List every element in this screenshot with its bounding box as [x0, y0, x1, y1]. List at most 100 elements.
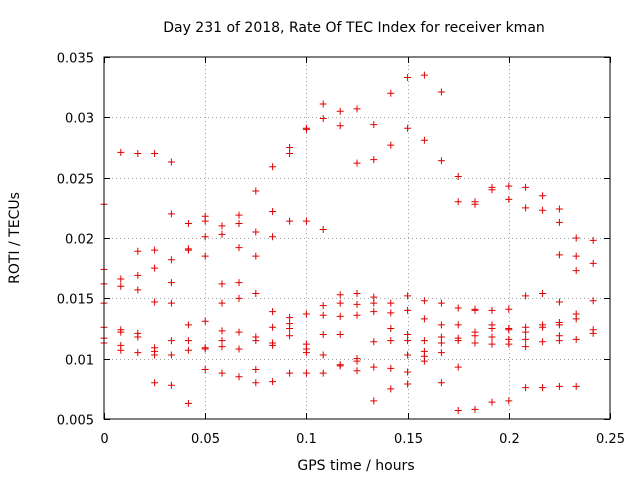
- data-point: [404, 337, 412, 345]
- data-point: [286, 369, 294, 377]
- data-point: [488, 186, 496, 194]
- data-point: [471, 339, 479, 347]
- data-point: [522, 204, 530, 212]
- data-point: [336, 362, 344, 370]
- data-point: [201, 317, 209, 325]
- data-point: [387, 299, 395, 307]
- data-point: [167, 299, 175, 307]
- data-point: [134, 247, 142, 255]
- data-point: [269, 323, 277, 331]
- data-point: [235, 328, 243, 336]
- data-point: [286, 150, 294, 158]
- y-axis-label: ROTI / TECUs: [7, 192, 23, 284]
- data-point: [353, 300, 361, 308]
- data-point: [336, 122, 344, 130]
- data-point: [252, 290, 260, 298]
- data-point: [404, 74, 412, 82]
- data-point: [420, 71, 428, 79]
- data-point: [404, 368, 412, 376]
- data-point: [235, 345, 243, 353]
- data-point: [572, 234, 580, 242]
- data-point: [302, 349, 310, 357]
- data-point: [437, 339, 445, 347]
- data-point: [353, 367, 361, 375]
- data-point: [437, 299, 445, 307]
- data-point: [218, 343, 226, 351]
- data-point: [286, 144, 294, 151]
- data-point: [167, 279, 175, 287]
- data-point: [269, 341, 277, 349]
- data-point: [505, 182, 513, 190]
- y-tick-label: 0.03: [65, 112, 94, 127]
- data-point: [201, 345, 209, 353]
- data-point: [218, 230, 226, 238]
- data-point: [336, 299, 344, 307]
- data-point: [420, 357, 428, 365]
- data-point: [555, 337, 563, 345]
- data-point: [555, 382, 563, 390]
- data-point: [505, 326, 513, 334]
- data-point: [572, 315, 580, 323]
- data-point: [471, 200, 479, 208]
- data-point: [572, 382, 580, 390]
- data-point: [336, 312, 344, 320]
- y-tick-label: 0.025: [57, 173, 94, 188]
- data-point: [454, 363, 462, 371]
- data-point: [539, 290, 547, 298]
- data-point: [269, 163, 277, 171]
- data-point: [437, 333, 445, 341]
- data-point: [286, 332, 294, 340]
- data-point: [589, 329, 597, 337]
- data-point: [420, 297, 428, 305]
- data-point: [437, 88, 445, 96]
- data-point: [471, 306, 479, 314]
- data-point: [336, 331, 344, 339]
- data-point: [370, 308, 378, 316]
- data-point: [184, 346, 192, 354]
- data-point: [522, 335, 530, 343]
- data-point: [437, 321, 445, 329]
- data-point: [353, 357, 361, 365]
- data-point: [522, 183, 530, 191]
- data-point: [387, 385, 395, 393]
- data-point: [404, 331, 412, 339]
- data-point: [539, 338, 547, 346]
- data-point: [555, 251, 563, 259]
- data-point: [404, 124, 412, 132]
- data-point: [151, 264, 159, 272]
- y-tick-label: 0.01: [65, 354, 94, 369]
- data-point: [117, 148, 125, 156]
- data-point: [454, 304, 462, 312]
- data-point: [151, 351, 159, 359]
- data-point: [539, 323, 547, 331]
- data-point: [184, 246, 192, 254]
- data-point: [151, 298, 159, 306]
- chart-title: Day 231 of 2018, Rate Of TEC Index for r…: [163, 20, 545, 36]
- data-point: [522, 328, 530, 336]
- plot-frame: [103, 56, 611, 420]
- data-point: [555, 205, 563, 213]
- x-tick-label: 0.2: [499, 432, 520, 447]
- data-point: [420, 337, 428, 345]
- data-point: [387, 89, 395, 97]
- axis-ticks: 0 0.05 0.1 0.15 0.2 0.25 0.005 0.01 0.015 0.02 0.0…: [57, 52, 625, 448]
- data-point: [302, 310, 310, 318]
- x-tick-label: 0: [100, 432, 108, 447]
- data-point: [269, 308, 277, 316]
- x-axis-label: GPS time / hours: [297, 458, 414, 474]
- data-point: [387, 309, 395, 317]
- data-point: [302, 217, 310, 225]
- data-point: [437, 349, 445, 357]
- data-point: [319, 115, 327, 123]
- data-point: [539, 384, 547, 392]
- data-point: [134, 286, 142, 294]
- x-tick-label: 0.1: [296, 432, 317, 447]
- data-point: [167, 351, 175, 359]
- data-point: [488, 306, 496, 314]
- data-point: [370, 338, 378, 346]
- data-point: [167, 381, 175, 389]
- data-point: [555, 218, 563, 226]
- data-point: [454, 337, 462, 345]
- data-point: [488, 340, 496, 348]
